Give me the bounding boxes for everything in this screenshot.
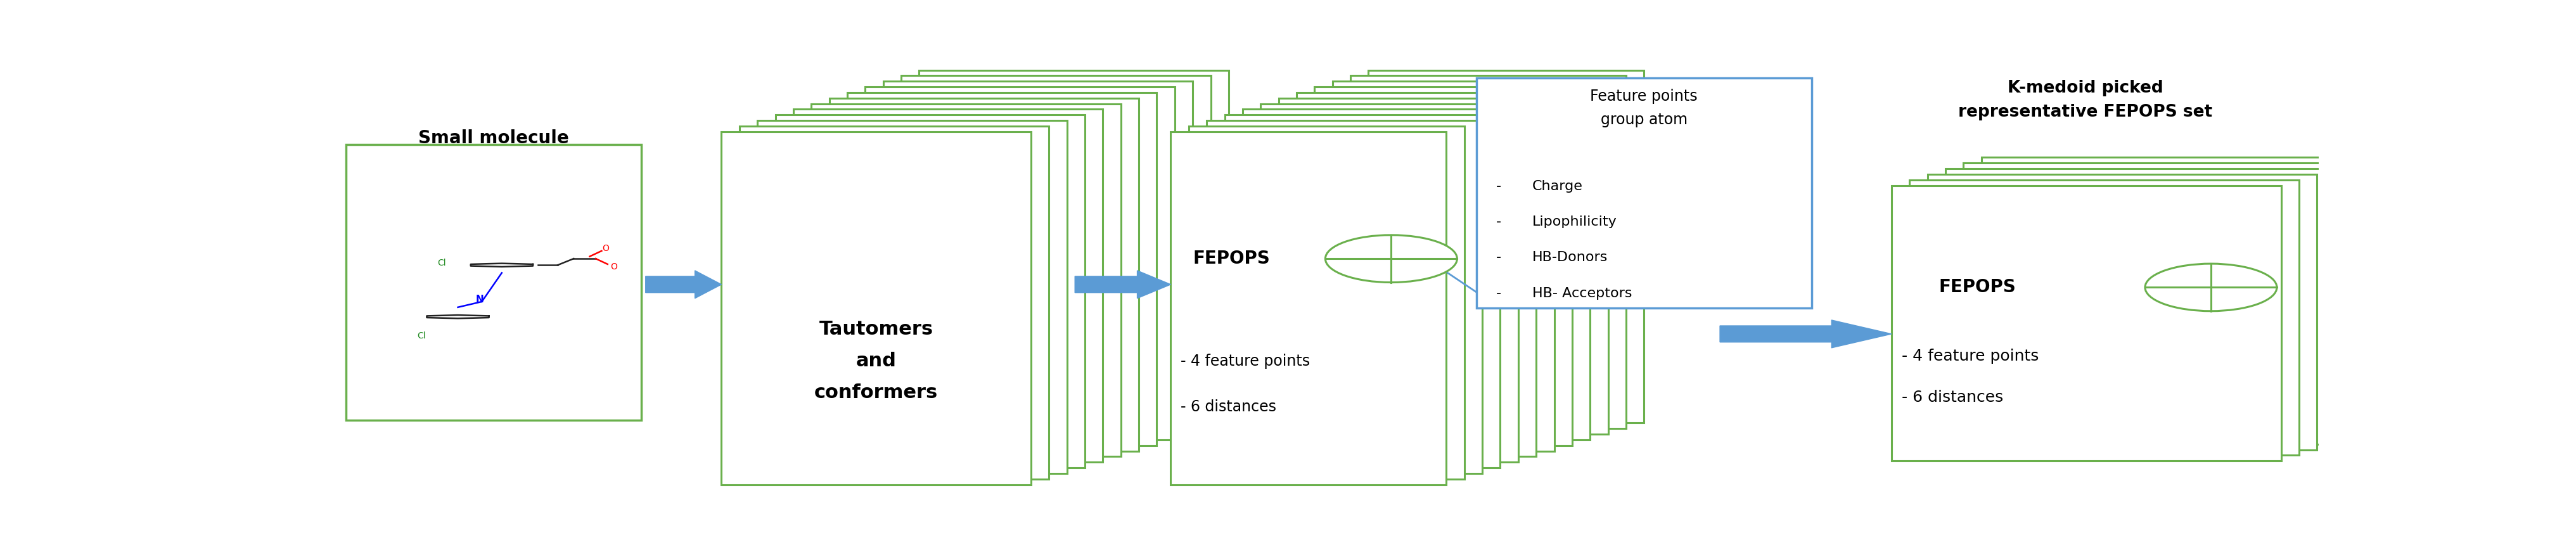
Bar (1260, 103, 1535, 457)
Bar (757, 120, 1066, 473)
Text: - 4 feature points: - 4 feature points (1180, 353, 1309, 369)
Bar (1927, 174, 2316, 450)
Bar (775, 115, 1084, 468)
Ellipse shape (2143, 264, 2277, 311)
Bar (1981, 158, 2370, 433)
Bar (345, 145, 641, 420)
Text: Charge: Charge (1533, 180, 1582, 192)
Bar (1170, 132, 1445, 485)
Text: Cl: Cl (417, 331, 425, 340)
Bar (721, 132, 1030, 485)
Text: -: - (1497, 251, 1502, 264)
Bar (1224, 115, 1499, 468)
Text: O: O (603, 244, 608, 253)
Bar (811, 103, 1121, 457)
Text: HB-Donors: HB-Donors (1533, 251, 1607, 264)
Bar (884, 81, 1193, 434)
Text: HB- Acceptors: HB- Acceptors (1533, 287, 1631, 300)
Bar (1278, 98, 1553, 451)
Bar (1945, 169, 2334, 444)
Bar (866, 87, 1175, 440)
Text: FEPOPS: FEPOPS (1937, 278, 2014, 296)
Bar (1891, 186, 2280, 461)
Text: - 6 distances: - 6 distances (1180, 399, 1275, 415)
Bar (1909, 180, 2298, 456)
Bar (1206, 120, 1481, 473)
Text: O: O (611, 262, 616, 271)
FancyArrow shape (1721, 320, 1891, 348)
FancyArrow shape (647, 271, 721, 299)
Bar (739, 126, 1048, 479)
Bar (829, 98, 1139, 451)
Bar (1188, 126, 1463, 479)
Bar (902, 75, 1211, 429)
Text: -: - (1497, 180, 1502, 192)
Text: -: - (1497, 215, 1502, 228)
Bar (1242, 109, 1517, 462)
Bar (1332, 81, 1607, 434)
Bar (1963, 163, 2352, 439)
Text: - 4 feature points: - 4 feature points (1901, 349, 2038, 364)
Text: FEPOPS: FEPOPS (1193, 250, 1270, 268)
Text: K-medoid picked
representative FEPOPS set: K-medoid picked representative FEPOPS se… (1958, 80, 2213, 121)
FancyArrow shape (1074, 271, 1170, 299)
Bar (1368, 70, 1643, 423)
Text: - 6 distances: - 6 distances (1901, 390, 2002, 405)
Text: Small molecule: Small molecule (417, 129, 569, 147)
Bar (920, 70, 1229, 423)
Text: Tautomers
and
conformers: Tautomers and conformers (814, 320, 938, 402)
Ellipse shape (1324, 235, 1458, 282)
Text: Cl: Cl (438, 258, 446, 267)
Bar (1296, 92, 1571, 446)
Bar (1350, 75, 1625, 429)
Text: -: - (1497, 287, 1502, 300)
Bar (848, 92, 1157, 446)
Text: Feature points
group atom: Feature points group atom (1589, 88, 1698, 127)
Bar (1314, 87, 1589, 440)
Bar (793, 109, 1103, 462)
Text: Lipophilicity: Lipophilicity (1533, 215, 1618, 228)
Text: N: N (477, 295, 484, 304)
Bar (1476, 78, 1811, 308)
